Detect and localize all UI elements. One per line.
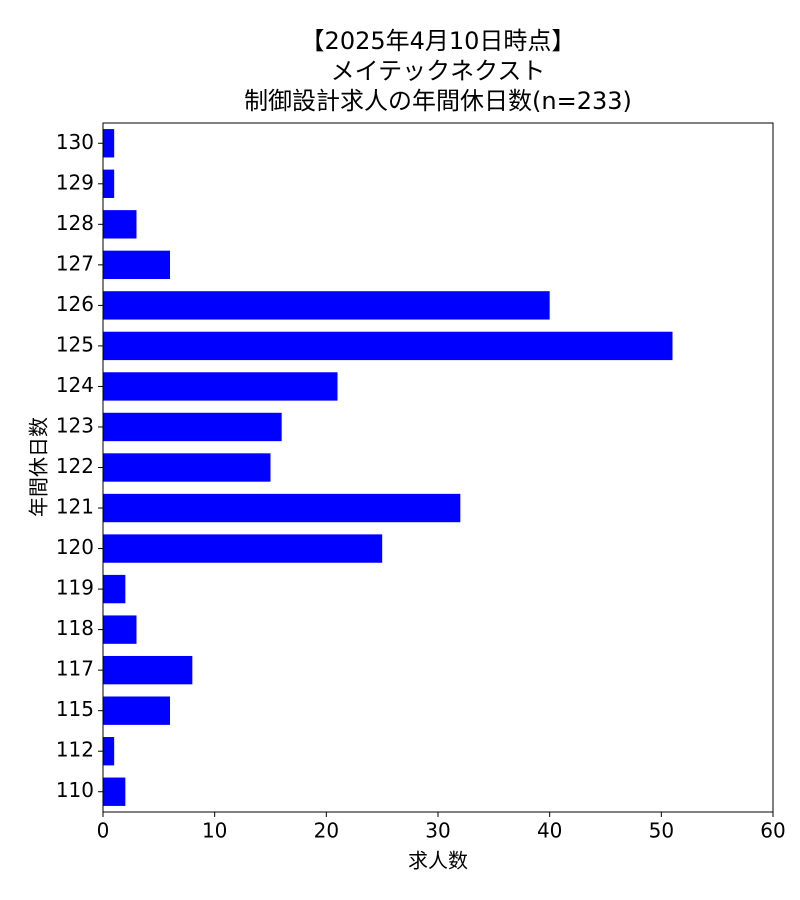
y-tick-label: 115	[56, 697, 94, 721]
x-tick-label: 0	[97, 819, 110, 843]
x-axis-label: 求人数	[408, 849, 468, 873]
y-tick-label: 124	[56, 373, 94, 397]
bar	[103, 250, 170, 280]
y-tick-label: 119	[56, 576, 94, 600]
y-tick-label: 121	[56, 495, 94, 519]
y-tick-label: 122	[56, 454, 94, 478]
bar	[103, 493, 461, 523]
bar	[103, 615, 137, 644]
y-tick-label: 117	[56, 657, 94, 681]
x-tick-label: 60	[760, 819, 785, 843]
bar	[103, 777, 126, 806]
y-tick-label: 127	[56, 251, 94, 275]
bar	[103, 574, 126, 604]
bar	[103, 696, 170, 725]
y-tick-label: 120	[56, 535, 94, 559]
bar	[103, 291, 550, 320]
y-axis-label: 年間休日数	[27, 417, 51, 517]
y-tick-label: 125	[56, 332, 94, 356]
bar	[103, 534, 383, 563]
plot-frame	[102, 122, 774, 813]
bar	[103, 453, 271, 482]
y-tick-label: 112	[56, 738, 94, 762]
x-tick-label: 50	[649, 819, 674, 843]
chart-title: 制御設計求人の年間休日数(n=233)	[244, 87, 632, 115]
bar	[103, 655, 193, 685]
y-tick-label: 110	[56, 778, 94, 802]
y-tick-label: 130	[56, 130, 94, 154]
bar	[103, 169, 115, 198]
x-tick-label: 30	[425, 819, 450, 843]
bar	[103, 210, 137, 239]
y-tick-label: 128	[56, 211, 94, 235]
bar	[103, 331, 673, 361]
x-tick-label: 40	[537, 819, 562, 843]
y-tick-label: 126	[56, 292, 94, 316]
y-tick-label: 129	[56, 170, 94, 194]
x-tick-label: 20	[314, 819, 339, 843]
chart-title: 【2025年4月10日時点】	[301, 27, 576, 55]
bar	[103, 412, 282, 442]
y-tick-label: 123	[56, 413, 94, 437]
y-tick-label: 118	[56, 616, 94, 640]
bar	[103, 372, 338, 401]
x-tick-label: 10	[202, 819, 227, 843]
chart-title: メイテックネクスト	[331, 57, 546, 85]
bar	[103, 737, 115, 766]
bar	[103, 129, 115, 158]
